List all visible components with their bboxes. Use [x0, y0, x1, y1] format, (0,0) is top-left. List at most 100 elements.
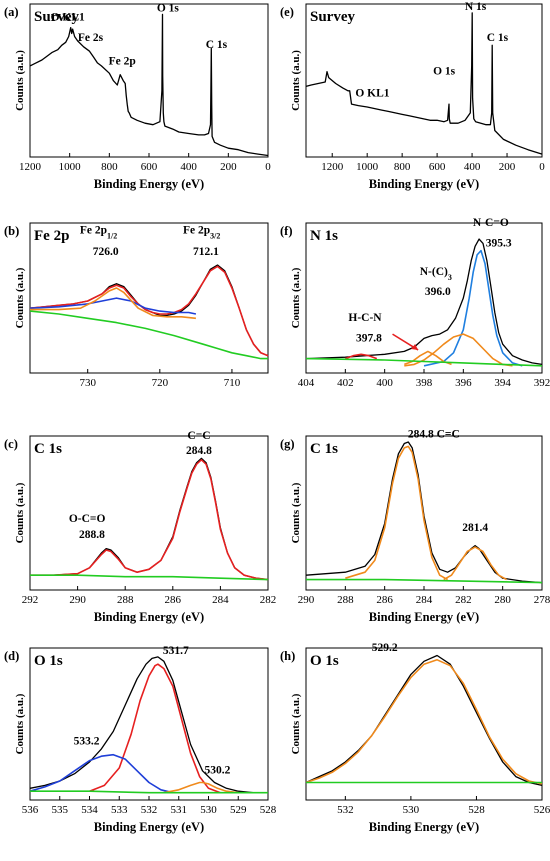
y-axis-label: Counts (a.u.) — [290, 50, 302, 111]
panel-label: (g) — [280, 437, 295, 451]
x-tick-label: 404 — [298, 377, 315, 389]
x-tick-label: 290 — [298, 594, 315, 606]
chart-panel: 730 720 710 Counts (a.u.) (b) Fe 2p Fe 2p1/2 72… — [4, 222, 269, 389]
x-tick-label: 402 — [337, 377, 354, 389]
series-line — [443, 546, 507, 581]
x-tick-label: 394 — [494, 377, 511, 389]
x-tick-label: 392 — [534, 377, 550, 389]
x-tick-label: 526 — [534, 804, 550, 816]
x-tick-label: 278 — [534, 594, 550, 606]
series-line — [30, 790, 268, 794]
peak-annotation: H-C-N — [348, 312, 382, 324]
plot-frame — [29, 435, 269, 591]
peak-annotation: N 1s — [465, 1, 487, 13]
peak-annotation: 395.3 — [486, 237, 512, 249]
peak-annotation: 531.7 — [163, 645, 189, 657]
chart-panel: 532 530 528 526 Binding Energy (eV) Counts (a… — [280, 642, 550, 834]
x-tick-label: 284 — [212, 594, 229, 606]
x-tick-label: 528 — [260, 804, 277, 816]
x-tick-label: 532 — [141, 804, 158, 816]
peak-annotation: 529.2 — [372, 642, 398, 654]
chart-panel: 1200 1000 800 600 400 200 0 Binding Energy (eV)… — [280, 1, 545, 191]
peak-annotation: O KL1 — [355, 88, 389, 100]
panel-label: (e) — [280, 5, 294, 19]
peak-annotation: 281.4 — [462, 522, 488, 534]
peak-annotation: O 1s — [157, 2, 180, 14]
series-line — [305, 441, 543, 584]
series-line — [30, 287, 196, 320]
plot-frame — [29, 222, 269, 374]
peak-annotation: C 1s — [487, 32, 509, 44]
x-tick-label: 530 — [200, 804, 217, 816]
x-tick-label: 200 — [499, 161, 516, 173]
x-axis-label: Binding Energy (eV) — [369, 177, 479, 191]
series-line — [305, 659, 543, 785]
x-axis-label: Binding Energy (eV) — [94, 820, 204, 834]
series-line — [29, 656, 268, 794]
panel-label: (d) — [4, 649, 19, 663]
x-tick-label: 290 — [69, 594, 86, 606]
y-axis-label: Counts (a.u.) — [14, 482, 26, 543]
x-axis-label: Binding Energy (eV) — [369, 820, 479, 834]
series-line — [30, 459, 269, 581]
peak-annotation: 397.8 — [356, 332, 382, 344]
series-line — [30, 574, 269, 581]
plot-frame — [29, 3, 269, 158]
x-tick-label: 286 — [165, 594, 182, 606]
peak-annotation: N-C=O — [473, 217, 509, 229]
x-tick-label: 288 — [117, 594, 134, 606]
x-tick-label: 286 — [376, 594, 393, 606]
chart-panel: 404 402 400 398 396 394 392 Counts (a.u.) (f) N 1… — [280, 217, 550, 389]
peak-annotation: 726.0 — [93, 246, 119, 258]
series-line — [345, 353, 378, 360]
peak-annotation: 284.8 C=C — [408, 429, 460, 441]
peak-annotation: Fe 2s — [78, 32, 104, 44]
panel-label: (b) — [4, 224, 19, 238]
x-tick-label: 288 — [337, 594, 354, 606]
x-tick-label: 531 — [171, 804, 188, 816]
y-axis-label: Counts (a.u.) — [14, 50, 26, 111]
annotation-subscript: 3/2 — [210, 231, 220, 240]
plot-frame — [305, 3, 543, 158]
x-tick-label: 730 — [79, 377, 96, 389]
panel-label: (c) — [4, 437, 18, 451]
y-axis-label: Counts (a.u.) — [290, 482, 302, 543]
panel-label: (a) — [4, 5, 19, 19]
x-tick-label: 530 — [403, 804, 420, 816]
x-tick-label: 0 — [539, 161, 545, 173]
x-tick-label: 400 — [464, 161, 481, 173]
x-tick-label: 533 — [111, 804, 128, 816]
peak-annotation: Fe 2p3/2 — [183, 224, 220, 240]
series-line — [305, 654, 543, 787]
series-line — [306, 578, 543, 584]
series-line — [89, 663, 221, 794]
panel-label: (f) — [280, 224, 293, 238]
x-tick-label: 800 — [101, 161, 118, 173]
x-axis-label: Binding Energy (eV) — [94, 610, 204, 624]
chart-panel: 292 290 288 286 284 282 Binding Energy (eV) Cou… — [4, 430, 276, 624]
x-tick-label: 532 — [337, 804, 354, 816]
series-line — [163, 781, 239, 794]
panel-title: O 1s — [34, 653, 63, 669]
x-tick-label: 284 — [416, 594, 433, 606]
series-line — [29, 310, 268, 360]
series-line — [305, 12, 543, 155]
peak-annotation: O 1s — [433, 66, 456, 78]
y-axis-label: Counts (a.u.) — [14, 267, 26, 328]
chart-panel: 290 288 286 284 282 280 278 Binding Energy (eV)… — [280, 429, 550, 624]
chart-panel: 536 535 534 533 532 531 530 529 528 Binding Energ… — [4, 645, 277, 834]
peak-annotation: Fe 2p1/2 — [80, 224, 117, 240]
peak-annotation: 396.0 — [425, 286, 451, 298]
x-tick-label: 1000 — [356, 161, 379, 173]
annotation-subscript: 3 — [448, 273, 452, 282]
series-line — [305, 238, 543, 366]
x-tick-label: 720 — [152, 377, 169, 389]
series-line — [29, 13, 269, 157]
peak-annotation: 712.1 — [193, 246, 219, 258]
x-tick-label: 282 — [455, 594, 472, 606]
x-tick-label: 600 — [141, 161, 158, 173]
x-tick-label: 400 — [376, 377, 393, 389]
x-tick-label: 280 — [494, 594, 511, 606]
x-tick-label: 396 — [455, 377, 472, 389]
